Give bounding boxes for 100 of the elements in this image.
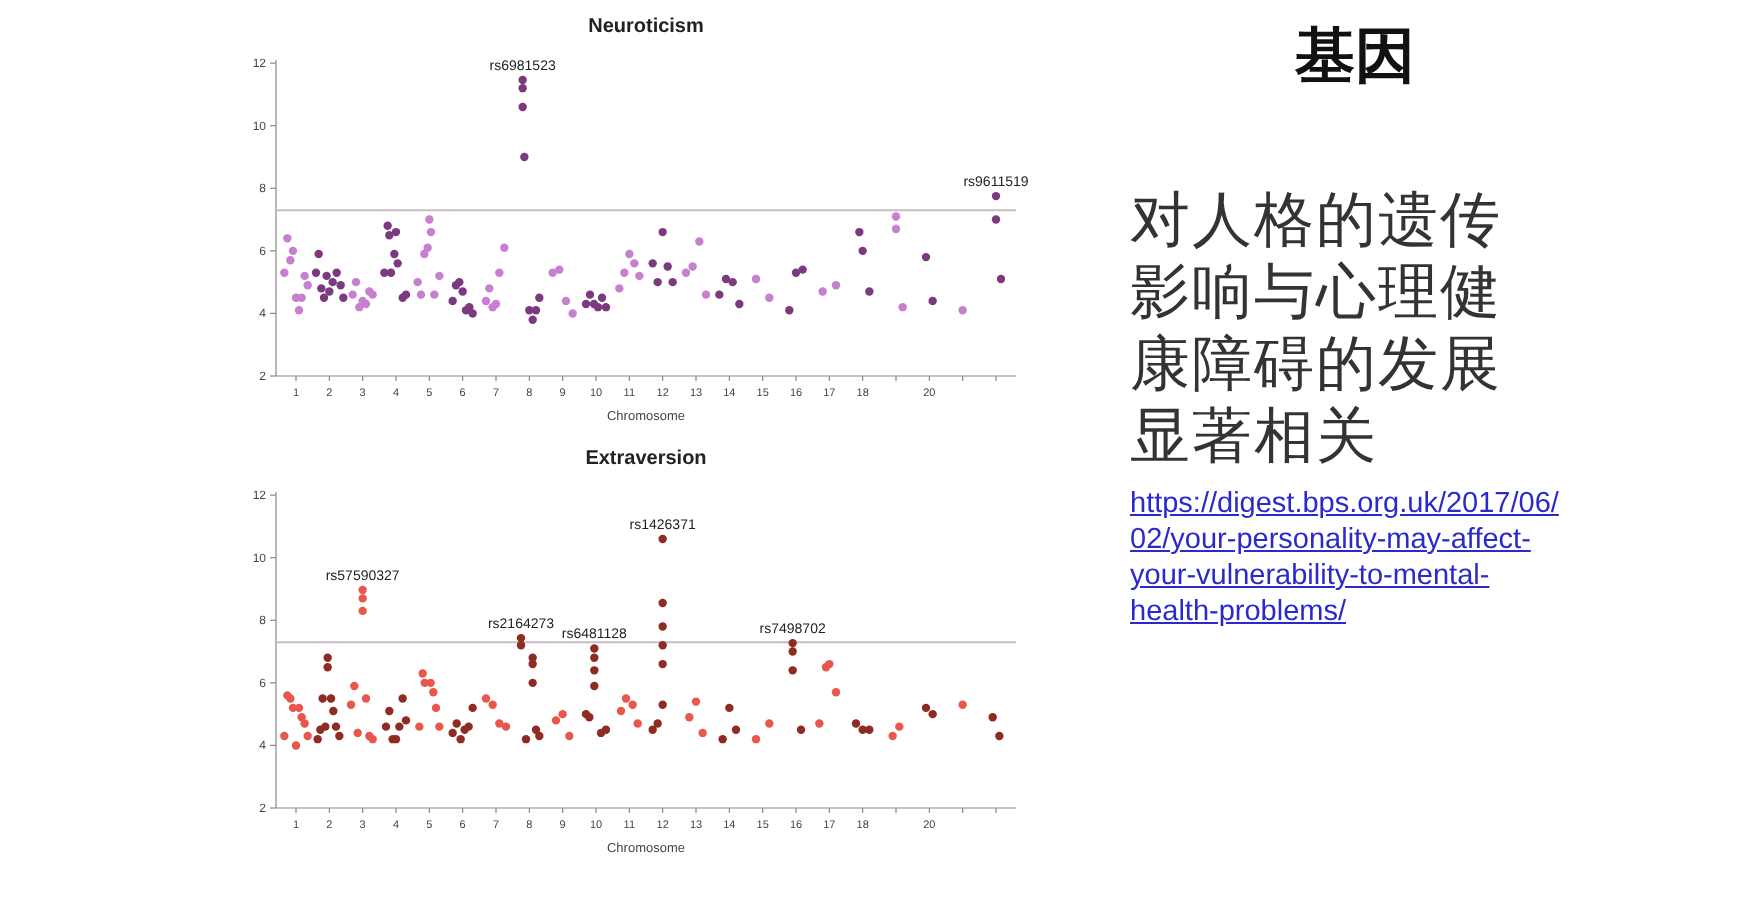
point: [921, 252, 931, 262]
chart-title: Neuroticism: [588, 16, 705, 38]
point: [581, 299, 591, 309]
point: [319, 293, 329, 302]
point: [701, 290, 711, 299]
point: [765, 719, 774, 728]
point: [339, 293, 348, 302]
point: [415, 722, 424, 731]
point: [625, 249, 634, 259]
point: [831, 688, 841, 697]
point: [528, 315, 537, 324]
text: 基因: [1293, 22, 1417, 94]
point: [621, 694, 631, 703]
point: [303, 281, 312, 290]
point: [653, 277, 662, 287]
point: [928, 296, 937, 306]
point: [518, 102, 527, 112]
point: [393, 259, 402, 268]
point: [495, 719, 504, 728]
point: [485, 284, 494, 293]
point: [426, 678, 435, 688]
point: [765, 293, 774, 302]
point: [322, 271, 331, 281]
point: [317, 284, 326, 293]
point: [891, 224, 901, 234]
point: [300, 719, 309, 728]
point: [698, 728, 707, 738]
point: [435, 271, 444, 281]
point: [386, 268, 396, 277]
point: [488, 700, 497, 709]
point: [688, 262, 697, 271]
point: [635, 271, 644, 281]
point: [328, 277, 337, 287]
point: [695, 237, 704, 246]
point: [958, 306, 967, 315]
point: [468, 309, 477, 318]
point: [325, 287, 334, 296]
point: [865, 287, 874, 296]
point: [520, 152, 529, 162]
point: [481, 694, 491, 703]
point: [303, 731, 312, 741]
point: [426, 227, 436, 237]
point: [353, 728, 362, 738]
point: [351, 277, 361, 287]
point: [300, 271, 309, 281]
point: [735, 299, 744, 309]
point: [358, 594, 367, 603]
point: [555, 265, 564, 274]
point: [430, 290, 439, 299]
point: [751, 734, 761, 744]
point: [815, 719, 824, 728]
point: [435, 722, 444, 731]
point: [500, 243, 509, 252]
point: [895, 722, 904, 731]
chart-title: Extraversion: [585, 448, 707, 470]
point: [681, 268, 691, 277]
point: [728, 277, 737, 287]
point: [561, 296, 571, 306]
point: [288, 246, 298, 256]
point: [715, 290, 724, 299]
point: [601, 302, 611, 312]
point: [361, 694, 371, 703]
point: [518, 83, 527, 93]
point: [855, 227, 864, 237]
point: [585, 290, 595, 299]
point: [420, 249, 429, 259]
text: 对人格的遗传影响与心理健康障碍的发展显著相关: [1130, 186, 1504, 474]
point: [991, 191, 1001, 201]
point: [568, 309, 577, 318]
point: [291, 741, 301, 750]
point: [418, 669, 427, 678]
point: [548, 268, 557, 277]
point: [620, 268, 629, 277]
point: [958, 700, 967, 709]
point: [558, 709, 567, 719]
point: [332, 268, 341, 277]
point: [615, 284, 624, 293]
point: [350, 681, 359, 691]
point: [413, 277, 422, 287]
point: [358, 606, 367, 616]
point: [891, 212, 901, 221]
point: [458, 287, 467, 296]
point: [818, 287, 827, 296]
point: [391, 227, 401, 237]
point: [348, 290, 357, 299]
point: [630, 259, 639, 268]
point: [996, 274, 1006, 284]
point: [991, 215, 1001, 224]
point: [551, 716, 561, 725]
point: [518, 75, 527, 85]
point: [425, 215, 434, 224]
point: [280, 731, 289, 741]
point: [663, 262, 672, 271]
point: [416, 290, 426, 299]
point: [390, 249, 399, 259]
point: [531, 306, 541, 315]
point: [791, 268, 801, 277]
text: https://digest.bps.org.uk/2017/06/02/your-personality-may-affect-your-vulnerability-to-mental-health-problems/: [1130, 486, 1560, 630]
point: [597, 293, 607, 302]
point: [311, 268, 321, 277]
